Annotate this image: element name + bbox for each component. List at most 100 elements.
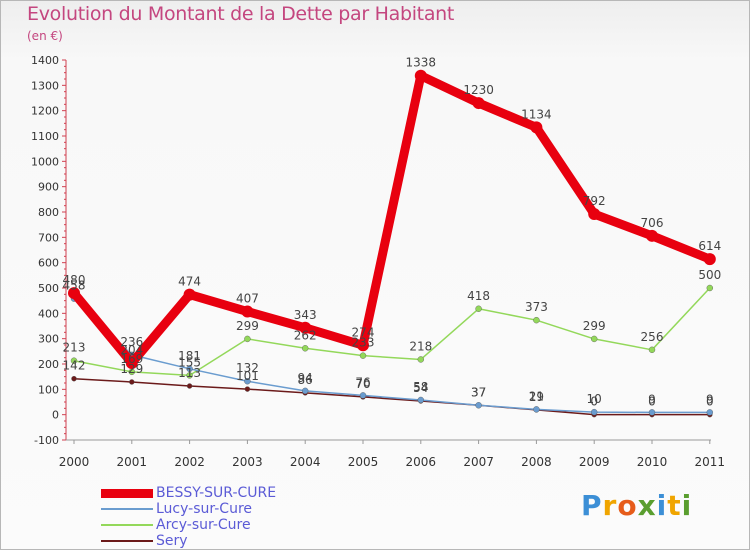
data-point-lucy-sur-cure [706, 409, 713, 416]
legend-swatch [101, 540, 153, 542]
x-tick-label: 2008 [521, 455, 552, 469]
data-point-arcy-sur-cure [533, 316, 540, 324]
data-point-bessy-sur-cure [414, 69, 427, 82]
x-tick-label: 2005 [348, 455, 379, 469]
data-point-lucy-sur-cure [591, 408, 598, 416]
data-label-sery: 101 [236, 369, 259, 383]
data-point-lucy-sur-cure [417, 396, 424, 404]
data-label-arcy-sur-cure: 373 [525, 300, 548, 314]
y-tick-label: 700 [38, 231, 59, 244]
data-label-sery: 142 [63, 359, 86, 373]
legend-label: Lucy-sur-Cure [156, 501, 253, 517]
data-label-arcy-sur-cure: 218 [409, 339, 432, 353]
logo-letter: t [667, 489, 682, 522]
logo-letter: o [617, 489, 638, 522]
y-tick-label: 1100 [31, 130, 59, 143]
data-label-sery: 19 [529, 390, 544, 404]
data-point-bessy-sur-cure [588, 208, 601, 221]
data-label-bessy-sur-cure: 480 [63, 273, 86, 287]
data-label-arcy-sur-cure: 299 [236, 319, 259, 333]
y-tick-label: 600 [38, 257, 59, 270]
y-tick-label: 1300 [31, 79, 59, 92]
series-line-sery [73, 377, 711, 416]
data-point-lucy-sur-cure [475, 402, 482, 409]
data-point-arcy-sur-cure [302, 345, 309, 352]
data-point-sery [71, 375, 77, 382]
y-tick-label: 300 [38, 333, 59, 346]
data-point-arcy-sur-cure [417, 356, 424, 363]
data-label-sery: 113 [178, 366, 201, 380]
data-label-bessy-sur-cure: 407 [236, 292, 259, 306]
data-point-arcy-sur-cure [475, 305, 482, 312]
chart-title: Evolution du Montant de la Dette par Hab… [27, 3, 455, 25]
data-label-bessy-sur-cure: 474 [178, 275, 201, 289]
x-tick-label: 2002 [174, 455, 205, 469]
legend-label: BESSY-SUR-CURE [156, 485, 277, 501]
data-label-bessy-sur-cure: 792 [583, 194, 606, 208]
data-label-arcy-sur-cure: 256 [641, 330, 664, 344]
data-point-bessy-sur-cure [68, 287, 80, 300]
chart-unit: (en €) [27, 29, 63, 43]
data-label-bessy-sur-cure: 274 [352, 325, 375, 339]
legend-swatch [101, 488, 153, 498]
data-label-bessy-sur-cure: 204 [120, 343, 143, 357]
data-label-bessy-sur-cure: 1230 [463, 83, 494, 97]
data-point-arcy-sur-cure [359, 352, 367, 359]
data-label-sery: 0 [706, 395, 714, 409]
x-tick-label: 2011 [695, 455, 726, 469]
data-label-lucy-sur-cure: 21 [529, 389, 544, 403]
data-label-lucy-sur-cure: 58 [413, 380, 428, 394]
x-tick-label: 2003 [232, 455, 263, 469]
data-point-lucy-sur-cure [359, 392, 367, 399]
y-tick-label: 1400 [31, 54, 59, 67]
data-label-bessy-sur-cure: 343 [294, 308, 317, 322]
y-tick-label: 800 [38, 206, 59, 219]
data-label-lucy-sur-cure: 10 [587, 392, 602, 406]
data-label-lucy-sur-cure: 458 [63, 279, 86, 293]
data-label-bessy-sur-cure: 706 [641, 216, 664, 230]
data-point-lucy-sur-cure [186, 365, 193, 373]
data-label-sery: 54 [413, 381, 428, 395]
y-tick-label: 100 [38, 383, 59, 396]
x-tick-label: 2001 [117, 455, 148, 469]
y-tick-label: -100 [34, 434, 59, 447]
x-tick-label: 2000 [59, 455, 90, 469]
data-point-lucy-sur-cure [244, 378, 251, 385]
data-point-bessy-sur-cure [125, 356, 138, 369]
legend-swatch [101, 508, 153, 510]
y-tick-label: 1000 [31, 155, 59, 168]
data-label-arcy-sur-cure: 262 [294, 328, 317, 342]
data-point-arcy-sur-cure [70, 357, 78, 364]
data-label-sery: 37 [471, 385, 486, 399]
logo-letter: i [656, 489, 668, 522]
data-point-bessy-sur-cure [299, 321, 312, 334]
data-point-bessy-sur-cure [357, 339, 369, 352]
data-label-arcy-sur-cure: 155 [178, 355, 201, 369]
data-point-bessy-sur-cure [472, 97, 485, 110]
data-label-sery: 0 [590, 395, 598, 409]
data-label-sery: 86 [298, 373, 313, 387]
data-point-arcy-sur-cure [244, 335, 251, 343]
data-label-lucy-sur-cure: 94 [298, 371, 313, 385]
data-point-arcy-sur-cure [706, 284, 713, 292]
data-label-bessy-sur-cure: 1338 [406, 56, 437, 70]
data-label-bessy-sur-cure: 1134 [521, 107, 552, 121]
data-point-arcy-sur-cure [186, 372, 193, 379]
y-tick-label: 200 [38, 358, 59, 371]
series-line-bessy-sur-cure [69, 71, 715, 368]
data-label-lucy-sur-cure: 76 [355, 375, 370, 389]
data-label-arcy-sur-cure: 169 [120, 352, 143, 366]
data-label-lucy-sur-cure: 37 [471, 385, 486, 399]
data-point-bessy-sur-cure [703, 253, 716, 266]
data-label-lucy-sur-cure: 9 [648, 392, 656, 406]
data-point-lucy-sur-cure [302, 387, 309, 395]
data-point-bessy-sur-cure [646, 229, 658, 242]
data-label-sery: 70 [355, 377, 370, 391]
logo-letter: r [602, 489, 618, 522]
legend-label: Arcy-sur-Cure [156, 517, 251, 533]
series-line-arcy-sur-cure [73, 287, 711, 377]
data-point-lucy-sur-cure [533, 406, 540, 413]
data-label-bessy-sur-cure: 614 [698, 239, 721, 253]
